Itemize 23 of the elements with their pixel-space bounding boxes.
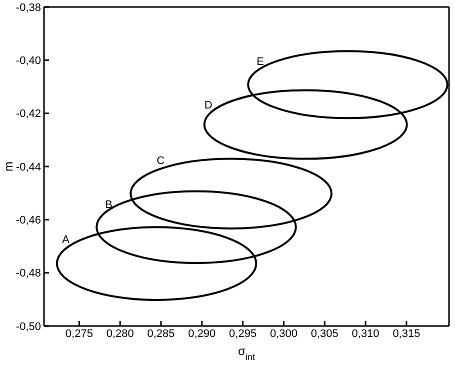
x-tick-label: 0,310 xyxy=(352,328,380,340)
annotation: E xyxy=(256,56,264,68)
y-tick-label: -0,46 xyxy=(16,214,41,227)
annotation: D xyxy=(204,100,212,112)
annotation: A xyxy=(62,234,70,246)
annotation: B xyxy=(105,199,112,212)
x-tick-label: 0,305 xyxy=(310,328,338,340)
y-axis-title: m xyxy=(1,162,16,172)
annotation: C xyxy=(156,154,165,167)
y-tick-label: -0,48 xyxy=(16,268,41,280)
x-tick-label: 0,300 xyxy=(270,328,298,340)
y-tick-label: -0,40 xyxy=(16,55,41,68)
x-tick-label: 0,275 xyxy=(65,328,93,340)
y-tick-label: -0,50 xyxy=(16,320,41,333)
x-tick-label: 0,315 xyxy=(392,328,420,340)
x-tick-label: 0,290 xyxy=(188,328,216,340)
x-axis-title: σ$_{int}$ xyxy=(238,344,256,362)
x-tick-label: 0,295 xyxy=(229,328,257,340)
x-tick-label: 0,285 xyxy=(147,328,175,340)
y-tick-label: -0,44 xyxy=(16,161,41,174)
x-tick-label: 0,280 xyxy=(106,328,134,340)
y-tick-label: -0,42 xyxy=(16,108,41,120)
y-tick-label: -0,38 xyxy=(16,2,41,14)
